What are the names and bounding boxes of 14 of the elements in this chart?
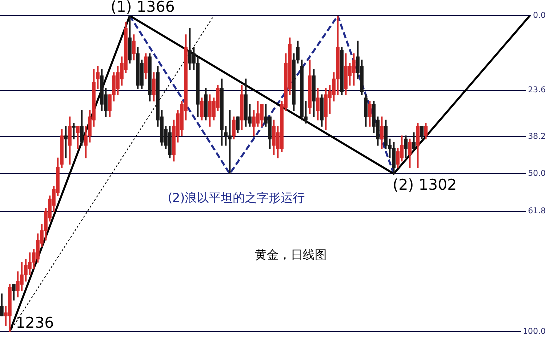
text: (1) 1366 (110, 0, 176, 16)
y-tick-label: 50.0 (528, 169, 546, 178)
annotation: (2)浪以平坦的之字形运行 (168, 191, 305, 206)
y-tick-label: 38.2 (528, 132, 546, 141)
candlestick (72, 123, 76, 140)
y-tick-label: 61.8 (528, 206, 546, 216)
annotation: 1236 (16, 314, 54, 332)
y-tick-label: 100.0 (523, 327, 546, 336)
candlestick (64, 126, 68, 159)
annotation: 黄金，日线图 (255, 248, 327, 262)
y-tick-label: 0.0 (533, 11, 546, 20)
candlestick (228, 110, 232, 174)
y-tick-label: 23.6 (528, 86, 546, 95)
annotation: (2) 1302 (392, 176, 458, 194)
